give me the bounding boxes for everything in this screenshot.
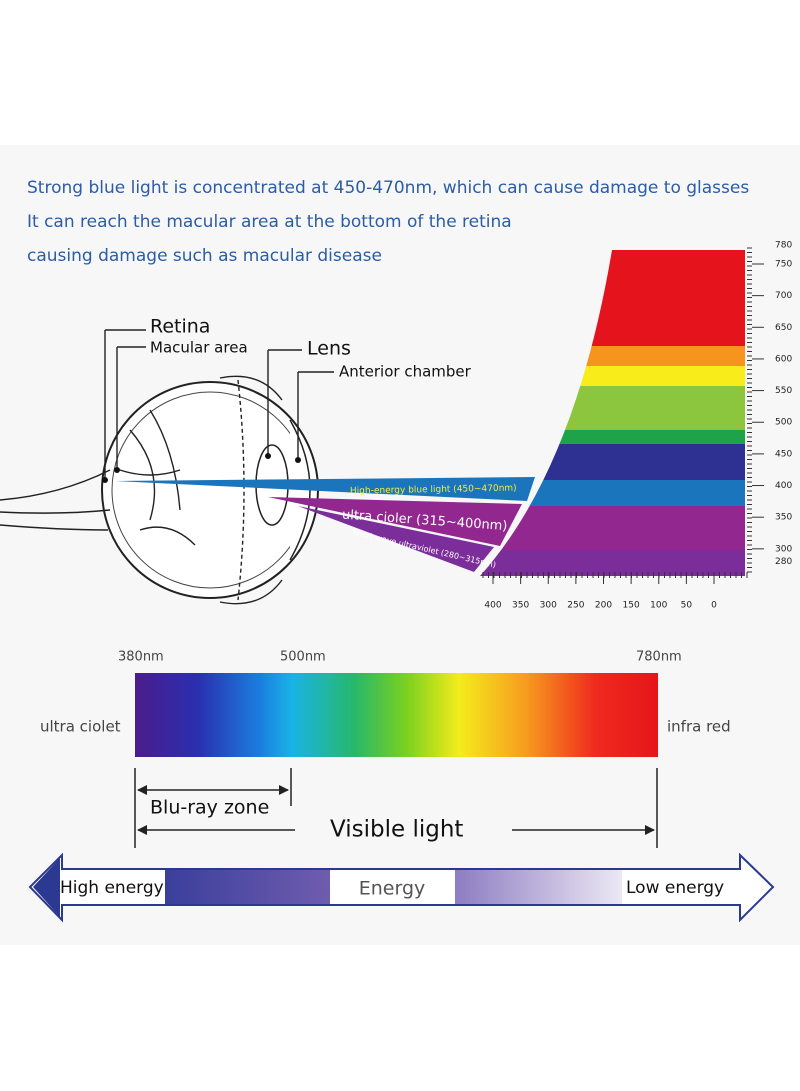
- beam: [115, 477, 535, 501]
- scale-label: 400: [775, 481, 792, 491]
- scale-label: 350: [512, 601, 529, 611]
- scale-label: 600: [775, 354, 792, 364]
- scale-label: 450: [775, 449, 792, 459]
- beam: [268, 497, 522, 546]
- scale-label: 700: [775, 291, 792, 301]
- visible-label: Visible light: [330, 817, 463, 843]
- brackets: [134, 768, 658, 848]
- eye-label: Retina: [150, 316, 210, 338]
- eye-label: Macular area: [150, 339, 248, 357]
- scale-label: 0: [711, 601, 717, 611]
- energy-arrow: [28, 852, 775, 923]
- scale-label: 250: [567, 601, 584, 611]
- spectrum-mark: 780nm: [636, 650, 682, 665]
- energy-label: High energy: [60, 878, 164, 898]
- scale-label: 350: [775, 513, 792, 523]
- scale-label: 550: [775, 386, 792, 396]
- spectrum-mark: 380nm: [118, 650, 164, 665]
- scale-label: 300: [775, 544, 792, 554]
- header-line: Strong blue light is concentrated at 450…: [27, 178, 749, 198]
- spectrum-label: infra red: [667, 718, 731, 736]
- spectrum-mark: 500nm: [280, 650, 326, 665]
- scale-label: 780: [775, 241, 792, 251]
- scale-label: 150: [623, 601, 640, 611]
- scale-label: 750: [775, 259, 792, 269]
- spectrum-label: ultra ciolet: [40, 718, 121, 736]
- scale-label: 50: [681, 601, 693, 611]
- blu-ray-label: Blu-ray zone: [150, 797, 269, 819]
- scale-label: 200: [595, 601, 612, 611]
- eye-label: Anterior chamber: [339, 363, 472, 381]
- energy-label: Low energy: [626, 878, 724, 898]
- header-line: It can reach the macular area at the bot…: [27, 212, 512, 232]
- scale-label: 650: [775, 323, 792, 333]
- beam-label: High-energy blue light (450~470nm): [350, 484, 517, 497]
- scale-label: 100: [650, 601, 667, 611]
- spectrum-bar: [135, 673, 658, 757]
- scale-label: 400: [484, 601, 501, 611]
- header-line: causing damage such as macular disease: [27, 246, 382, 266]
- scale-label: 500: [775, 418, 792, 428]
- eye-label: Lens: [307, 338, 351, 360]
- beam: [298, 506, 494, 572]
- scale-label: 280: [775, 557, 792, 567]
- scale-label: 300: [540, 601, 557, 611]
- energy-label: Energy: [359, 878, 426, 900]
